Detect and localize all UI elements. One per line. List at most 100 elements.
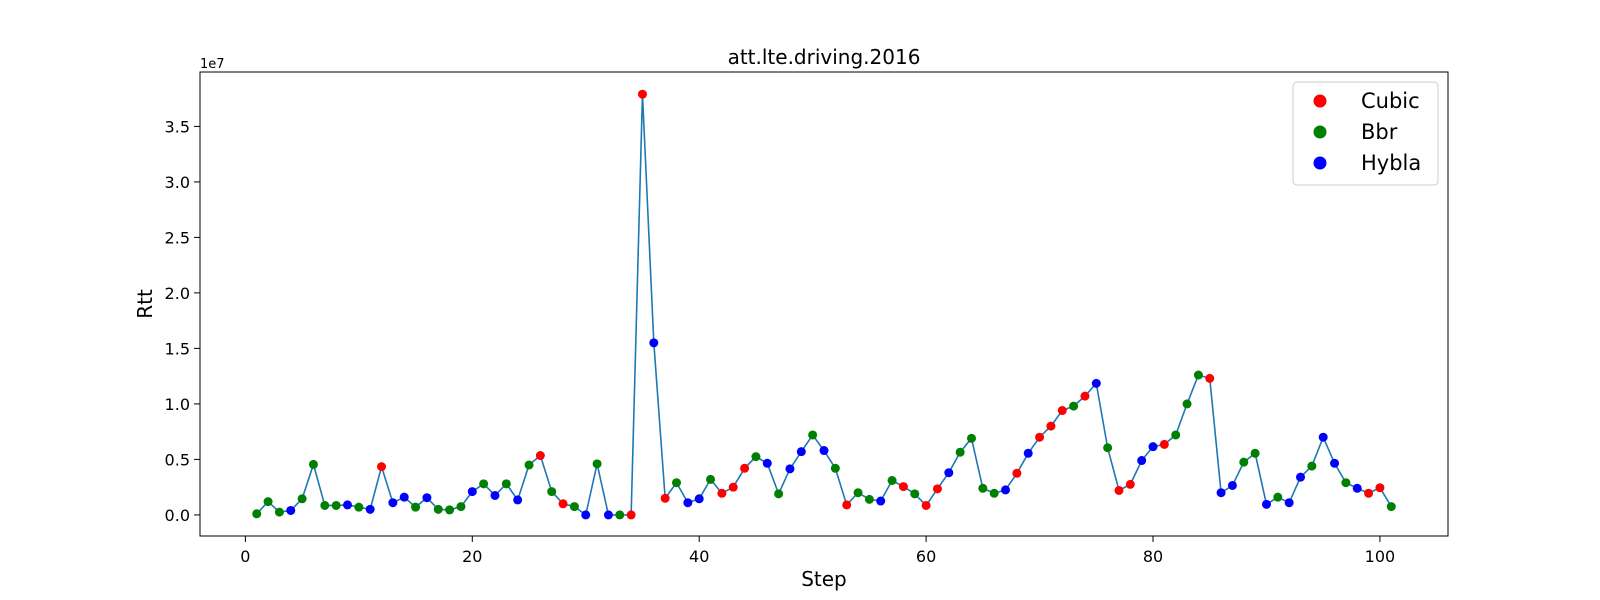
- data-point-hybla-55: [876, 496, 886, 506]
- data-point-hybla-85: [1216, 488, 1226, 498]
- y-tick-label-4: 2.0: [165, 284, 190, 303]
- data-point-cubic-36: [660, 493, 670, 503]
- data-point-bbr-5: [308, 459, 318, 469]
- data-point-hybla-23: [513, 495, 523, 505]
- y-tick-label-5: 2.5: [165, 228, 190, 247]
- data-point-bbr-65: [989, 488, 999, 498]
- data-point-hybla-47: [785, 464, 795, 474]
- data-point-bbr-64: [978, 483, 988, 493]
- data-point-cubic-76: [1114, 485, 1124, 495]
- data-point-bbr-40: [706, 474, 716, 484]
- data-point-hybla-92: [1296, 472, 1306, 482]
- data-points: [252, 89, 1396, 520]
- data-point-cubic-57: [898, 482, 908, 492]
- data-point-hybla-39: [694, 494, 704, 504]
- data-point-hybla-13: [399, 492, 409, 502]
- data-point-cubic-11: [377, 462, 387, 472]
- data-point-bbr-72: [1069, 401, 1079, 411]
- data-point-bbr-1: [263, 497, 273, 507]
- data-point-hybla-12: [388, 498, 398, 508]
- data-point-hybla-8: [342, 500, 352, 510]
- data-point-hybla-91: [1284, 498, 1294, 508]
- data-point-bbr-17: [445, 505, 455, 515]
- y-tick-label-7: 3.5: [165, 117, 190, 136]
- legend-marker-bbr: [1313, 125, 1327, 139]
- data-point-bbr-26: [547, 487, 557, 497]
- data-point-bbr-32: [615, 510, 625, 520]
- data-point-hybla-21: [490, 490, 500, 500]
- x-tick-label-4: 80: [1143, 547, 1163, 566]
- data-point-bbr-9: [354, 502, 364, 512]
- data-point-bbr-63: [966, 433, 976, 443]
- y-tick-label-6: 3.0: [165, 173, 190, 192]
- y-offset-label: 1e7: [200, 57, 225, 72]
- data-point-bbr-30: [592, 459, 602, 469]
- data-point-hybla-89: [1261, 499, 1271, 509]
- data-point-bbr-22: [501, 479, 511, 489]
- data-point-cubic-52: [842, 500, 852, 510]
- data-point-bbr-49: [808, 430, 818, 440]
- data-point-cubic-98: [1364, 488, 1374, 498]
- data-point-hybla-79: [1148, 442, 1158, 452]
- y-axis-title: Rtt: [133, 289, 157, 319]
- data-point-cubic-67: [1012, 468, 1022, 478]
- data-point-cubic-59: [921, 500, 931, 510]
- data-point-bbr-51: [830, 463, 840, 473]
- data-point-bbr-100: [1386, 502, 1396, 512]
- data-point-cubic-27: [558, 499, 568, 509]
- data-point-hybla-86: [1227, 480, 1237, 490]
- data-point-bbr-18: [456, 502, 466, 512]
- data-point-bbr-90: [1273, 492, 1283, 502]
- chart-title: att.lte.driving.2016: [728, 45, 921, 69]
- data-point-bbr-53: [853, 488, 863, 498]
- data-point-cubic-84: [1205, 373, 1215, 383]
- y-tick-label-3: 1.5: [165, 339, 190, 358]
- data-point-cubic-80: [1159, 439, 1169, 449]
- data-point-bbr-14: [411, 502, 421, 512]
- data-point-cubic-70: [1046, 421, 1056, 431]
- data-point-hybla-66: [1001, 485, 1011, 495]
- data-point-hybla-74: [1091, 378, 1101, 388]
- data-point-bbr-24: [524, 460, 534, 470]
- data-point-bbr-7: [331, 500, 341, 510]
- data-point-bbr-46: [774, 489, 784, 499]
- data-point-bbr-83: [1193, 370, 1203, 380]
- data-point-cubic-41: [717, 488, 727, 498]
- data-point-hybla-94: [1318, 432, 1328, 442]
- legend-box: [1292, 81, 1439, 186]
- data-point-bbr-0: [252, 509, 262, 519]
- data-point-cubic-60: [932, 484, 942, 494]
- data-point-bbr-56: [887, 476, 897, 485]
- data-point-cubic-77: [1125, 479, 1135, 489]
- legend-marker-hybla: [1313, 156, 1327, 170]
- data-point-cubic-42: [728, 482, 738, 492]
- legend: Cubic Bbr Hybla: [1292, 81, 1439, 186]
- x-axis-title: Step: [801, 567, 847, 591]
- data-point-bbr-93: [1307, 461, 1317, 471]
- data-point-bbr-62: [955, 447, 965, 457]
- data-point-cubic-73: [1080, 391, 1090, 401]
- data-point-cubic-69: [1035, 432, 1045, 442]
- data-point-hybla-29: [581, 510, 591, 520]
- x-tick-label-0: 0: [240, 547, 250, 566]
- data-point-bbr-28: [569, 502, 579, 512]
- legend-label-bbr: Bbr: [1361, 120, 1398, 144]
- data-point-bbr-20: [479, 479, 489, 489]
- y-tick-label-1: 0.5: [165, 450, 190, 469]
- data-point-bbr-75: [1103, 443, 1113, 453]
- data-point-hybla-38: [683, 498, 693, 508]
- plot-frame: [199, 71, 1449, 537]
- data-point-bbr-4: [297, 494, 307, 504]
- data-point-bbr-81: [1171, 430, 1181, 440]
- data-point-hybla-45: [762, 458, 772, 468]
- x-axis: 0 20 40 60 80 100: [240, 536, 1395, 566]
- data-point-hybla-31: [603, 510, 613, 520]
- legend-marker-cubic: [1313, 94, 1327, 108]
- data-point-hybla-3: [286, 505, 296, 515]
- data-point-bbr-96: [1341, 478, 1351, 488]
- legend-label-cubic: Cubic: [1361, 89, 1420, 113]
- data-point-hybla-68: [1023, 448, 1033, 458]
- data-point-cubic-43: [740, 463, 750, 473]
- data-point-cubic-99: [1375, 483, 1385, 493]
